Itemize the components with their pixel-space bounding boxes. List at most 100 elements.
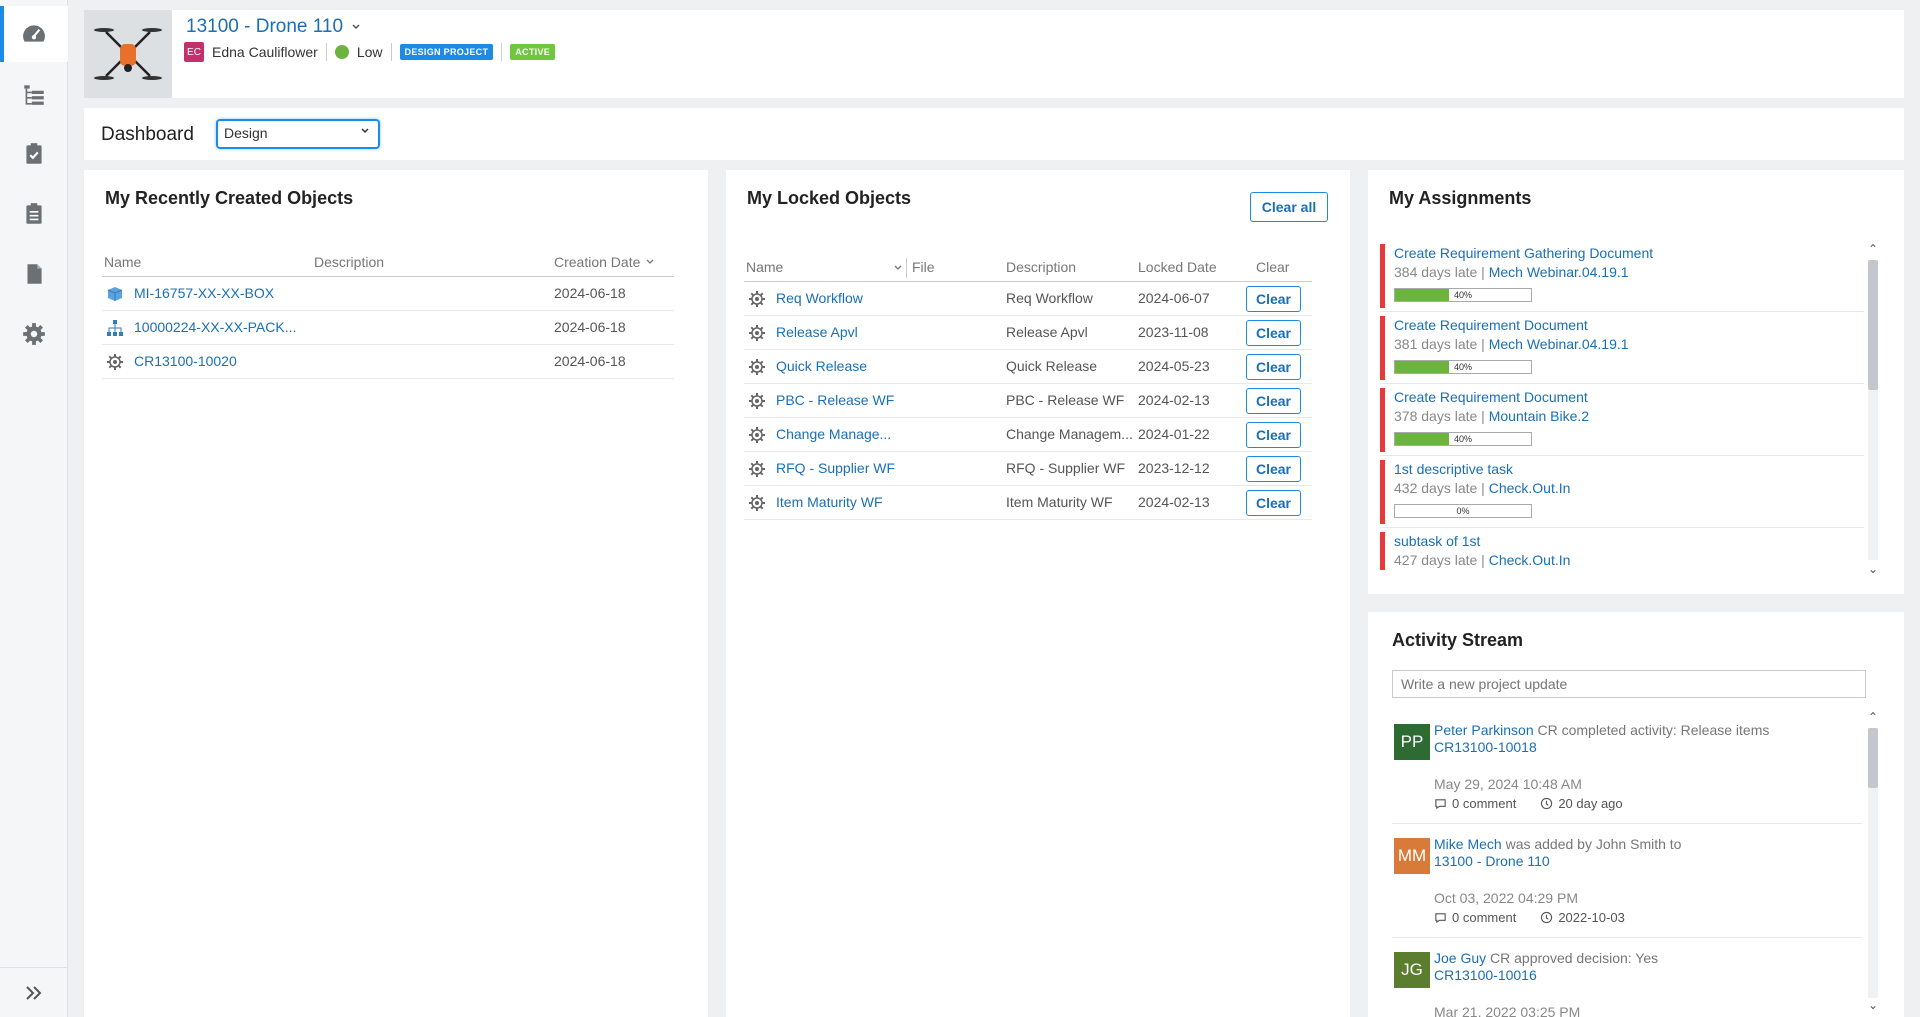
- comment-icon[interactable]: [1434, 797, 1447, 810]
- expand-nav-button[interactable]: [0, 967, 68, 1017]
- activity-target-link[interactable]: CR13100-10016: [1434, 967, 1537, 983]
- project-title-dropdown[interactable]: 13100 - Drone 110: [186, 16, 361, 38]
- table-row[interactable]: Release Apvl Release Apvl 2023-11-08 Cle…: [744, 316, 1312, 350]
- col-description[interactable]: Description: [314, 254, 385, 270]
- scrollbar-thumb[interactable]: [1868, 728, 1878, 788]
- nav-documents[interactable]: [0, 246, 68, 302]
- scroll-down-icon[interactable]: ⌄: [1868, 562, 1879, 576]
- progress-bar: 0%: [1394, 504, 1532, 518]
- assignment-subtitle: 427 days late | Check.Out.In: [1394, 552, 1571, 568]
- row-description: Req Workflow: [1006, 290, 1093, 306]
- activity-stream-title: Activity Stream: [1392, 630, 1524, 650]
- row-name[interactable]: Quick Release: [776, 358, 868, 374]
- assignment-item[interactable]: Create Requirement Document 378 days lat…: [1380, 386, 1864, 456]
- activity-target-link[interactable]: 13100 - Drone 110: [1434, 853, 1550, 869]
- dashboard-view-value: Design: [224, 125, 268, 141]
- clear-button[interactable]: Clear: [1246, 490, 1301, 516]
- table-row[interactable]: Req Workflow Req Workflow 2024-06-07 Cle…: [744, 282, 1312, 316]
- nav-settings[interactable]: [0, 306, 68, 362]
- workflow-icon: [749, 393, 765, 409]
- col-name[interactable]: Name: [104, 254, 142, 270]
- table-row[interactable]: Quick Release Quick Release 2024-05-23 C…: [744, 350, 1312, 384]
- nav-clipboard[interactable]: [0, 186, 68, 242]
- nav-structure[interactable]: [0, 66, 68, 122]
- comment-count[interactable]: 0 comment: [1452, 910, 1517, 925]
- activity-actor-link[interactable]: Joe Guy: [1434, 950, 1487, 966]
- table-row[interactable]: RFQ - Supplier WF RFQ - Supplier WF 2023…: [744, 452, 1312, 486]
- comment-icon[interactable]: [1434, 911, 1447, 924]
- scroll-down-icon[interactable]: ⌄: [1868, 998, 1879, 1012]
- clear-button[interactable]: Clear: [1246, 286, 1301, 312]
- assignment-title[interactable]: Create Requirement Document: [1394, 317, 1588, 333]
- table-row[interactable]: MI-16757-XX-XX-BOX 2024-06-18: [102, 277, 674, 311]
- assignment-project-link[interactable]: Check.Out.In: [1488, 480, 1571, 496]
- row-name[interactable]: RFQ - Supplier WF: [776, 460, 896, 476]
- table-row[interactable]: PBC - Release WF PBC - Release WF 2024-0…: [744, 384, 1312, 418]
- assignment-project-link[interactable]: Mech Webinar.04.19.1: [1488, 264, 1629, 280]
- row-name[interactable]: Release Apvl: [776, 324, 858, 340]
- scroll-up-icon[interactable]: ⌃: [1868, 710, 1879, 724]
- assignment-project-link[interactable]: Mech Webinar.04.19.1: [1488, 336, 1629, 352]
- clear-button[interactable]: Clear: [1246, 320, 1301, 346]
- table-row[interactable]: Change Manage... Change Managem... 2024-…: [744, 418, 1312, 452]
- activity-item: MM Mike Mech was added by John Smith to …: [1392, 824, 1862, 938]
- assignment-title[interactable]: Create Requirement Document: [1394, 389, 1588, 405]
- divider: [501, 43, 503, 61]
- row-name[interactable]: Change Manage...: [776, 426, 892, 442]
- project-update-input[interactable]: [1392, 670, 1866, 698]
- clear-button[interactable]: Clear: [1246, 388, 1301, 414]
- scroll-up-icon[interactable]: ⌃: [1868, 242, 1879, 256]
- project-meta: EC Edna Cauliflower Low DESIGN PROJECT A…: [184, 40, 556, 64]
- drone-image: [94, 28, 162, 80]
- dashboard-label: Dashboard: [101, 124, 194, 145]
- col-name[interactable]: Name: [746, 259, 784, 275]
- progress-bar: 40%: [1394, 360, 1532, 374]
- comment-count[interactable]: 0 comment: [1452, 796, 1517, 811]
- col-locked-date[interactable]: Locked Date: [1138, 259, 1217, 275]
- assignment-project-link[interactable]: Mountain Bike.2: [1488, 408, 1590, 424]
- divider: [390, 43, 392, 61]
- col-creation-date[interactable]: Creation Date: [554, 254, 654, 270]
- assignment-item[interactable]: Create Requirement Gathering Document 38…: [1380, 242, 1864, 312]
- assignment-title[interactable]: subtask of 1st: [1394, 533, 1481, 549]
- dashboard-view-select[interactable]: Design: [216, 119, 380, 149]
- hierarchy-icon: [107, 320, 123, 336]
- table-row[interactable]: 10000224-XX-XX-PACK... 2024-06-18: [102, 311, 674, 345]
- table-row[interactable]: CR13100-10020 2024-06-18: [102, 345, 674, 379]
- row-name[interactable]: CR13100-10020: [134, 353, 237, 369]
- table-row[interactable]: Item Maturity WF Item Maturity WF 2024-0…: [744, 486, 1312, 520]
- assignment-item[interactable]: Create Requirement Document 381 days lat…: [1380, 314, 1864, 384]
- clear-all-button[interactable]: Clear all: [1250, 192, 1328, 222]
- assignment-item[interactable]: 1st descriptive task 432 days late | Che…: [1380, 458, 1864, 528]
- clear-button[interactable]: Clear: [1246, 354, 1301, 380]
- assignment-item[interactable]: subtask of 1st 427 days late | Check.Out…: [1380, 530, 1864, 574]
- box-icon: [107, 287, 123, 301]
- clear-button[interactable]: Clear: [1246, 456, 1301, 482]
- assignment-title[interactable]: Create Requirement Gathering Document: [1394, 245, 1654, 261]
- col-description[interactable]: Description: [1006, 259, 1077, 275]
- activity-scrollbar[interactable]: [1868, 728, 1878, 998]
- divider: [325, 43, 327, 61]
- col-file[interactable]: File: [912, 259, 935, 275]
- assignments-scrollbar[interactable]: [1868, 260, 1878, 560]
- activity-actor-link[interactable]: Mike Mech: [1434, 836, 1502, 852]
- activity-actor-link[interactable]: Peter Parkinson: [1434, 722, 1534, 738]
- workflow-icon: [749, 427, 765, 443]
- nav-tasks[interactable]: [0, 126, 68, 182]
- assignment-project-link[interactable]: Check.Out.In: [1488, 552, 1571, 568]
- row-date: 2024-05-23: [1138, 358, 1210, 374]
- row-name[interactable]: Req Workflow: [776, 290, 863, 306]
- nav-dashboard[interactable]: [0, 6, 68, 62]
- clipboard-check-icon: [26, 143, 42, 164]
- row-name[interactable]: PBC - Release WF: [776, 392, 895, 408]
- assignment-title[interactable]: 1st descriptive task: [1394, 461, 1514, 477]
- row-name[interactable]: 10000224-XX-XX-PACK...: [134, 319, 297, 335]
- row-name[interactable]: MI-16757-XX-XX-BOX: [134, 285, 275, 301]
- clear-button[interactable]: Clear: [1246, 422, 1301, 448]
- activity-target-link[interactable]: CR13100-10018: [1434, 739, 1537, 755]
- scrollbar-thumb[interactable]: [1868, 260, 1878, 390]
- chevron-down-icon[interactable]: [894, 265, 902, 271]
- workflow-icon: [749, 291, 765, 307]
- row-name[interactable]: Item Maturity WF: [776, 494, 883, 510]
- row-description: Release Apvl: [1006, 324, 1088, 340]
